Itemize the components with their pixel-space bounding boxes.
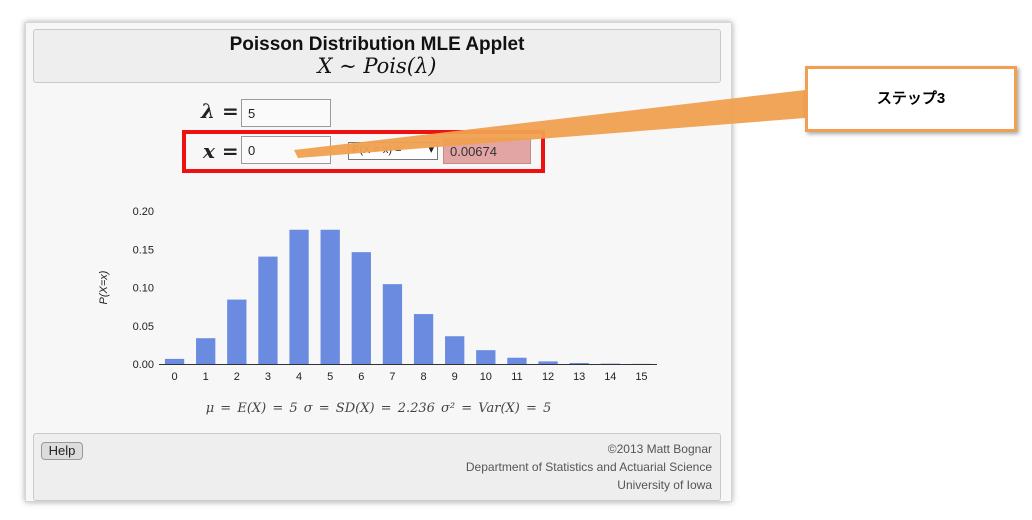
- x-tick-label: 5: [327, 371, 333, 383]
- bar-2: [227, 299, 247, 364]
- step-callout: ステップ3: [805, 66, 1017, 132]
- x-tick-label: 3: [265, 371, 271, 383]
- department-text: Department of Statistics and Actuarial S…: [465, 460, 712, 474]
- distribution-formula: X ∼ Pois(λ): [317, 54, 437, 78]
- y-tick-label: 0.00: [133, 359, 154, 371]
- bar-8: [413, 314, 434, 364]
- chevron-down-icon: ▾: [428, 144, 434, 156]
- bar-13: [569, 363, 589, 364]
- x-tick-label: 13: [573, 371, 585, 383]
- bar-10: [476, 350, 496, 364]
- x-tick-label: 11: [511, 371, 522, 383]
- x-tick-label: 2: [234, 371, 240, 383]
- bar-4: [289, 229, 309, 364]
- lambda-label: λ =: [201, 99, 239, 123]
- x-tick-label: 12: [542, 371, 554, 383]
- distribution-summary: μ = E(X) = 5 σ = SD(X) = 2.236 σ² = Var(…: [205, 401, 552, 416]
- x-tick-label: 9: [452, 371, 458, 383]
- x-tick-label: 15: [635, 371, 647, 383]
- x-label: x =: [203, 139, 239, 163]
- copyright-text: ©2013 Matt Bognar: [607, 442, 712, 456]
- university-text: University of Iowa: [617, 478, 712, 492]
- x-tick-label: 0: [172, 371, 178, 383]
- page-title: Poisson Distribution MLE Applet: [229, 34, 525, 55]
- y-tick-label: 0.05: [133, 321, 154, 333]
- bar-6: [351, 252, 371, 364]
- bar-3: [258, 256, 278, 364]
- bar-1: [196, 338, 216, 364]
- y-axis-label: P(X=x): [98, 270, 110, 304]
- pmf-chart: 0.000.050.100.150.200 1 2 3 4 5 6 7 8 9 10 11 12 13 14…: [98, 206, 657, 383]
- help-button[interactable]: Help: [41, 442, 83, 460]
- x-tick-label: 1: [203, 371, 209, 383]
- bar-5: [320, 229, 340, 364]
- highlight-box: [182, 130, 545, 173]
- y-tick-label: 0.15: [133, 244, 154, 256]
- applet-header: Poisson Distribution MLE Applet X ∼ Pois…: [33, 29, 721, 83]
- bar-12: [538, 361, 558, 364]
- bar-9: [445, 336, 465, 364]
- x-tick-label: 14: [604, 371, 616, 383]
- bar-0: [164, 358, 185, 364]
- y-tick-label: 0.10: [133, 283, 154, 295]
- x-tick-label: 7: [389, 371, 395, 383]
- bar-11: [507, 357, 527, 364]
- x-tick-label: 10: [480, 371, 492, 383]
- poisson-applet: Poisson Distribution MLE Applet X ∼ Pois…: [25, 22, 732, 502]
- x-tick-label: 4: [296, 371, 302, 383]
- x-tick-label: 8: [421, 371, 427, 383]
- y-tick-label: 0.20: [133, 206, 154, 218]
- lambda-input[interactable]: 5: [241, 99, 331, 127]
- x-tick-label: 6: [358, 371, 364, 383]
- applet-footer: Help ©2013 Matt Bognar Department of Sta…: [33, 433, 721, 501]
- bar-7: [382, 284, 403, 364]
